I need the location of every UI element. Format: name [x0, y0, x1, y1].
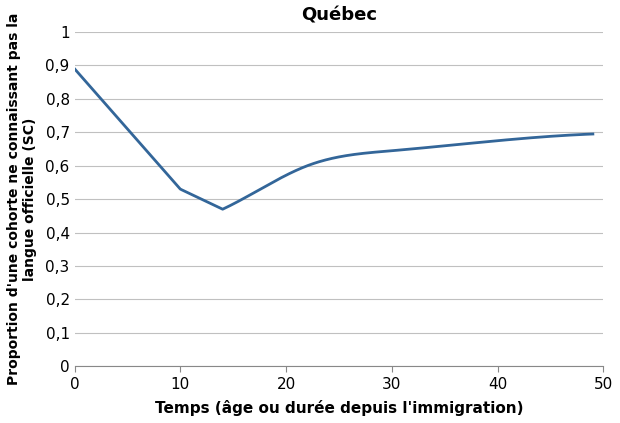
Y-axis label: Proportion d'une cohorte ne connaissant pas la
langue officielle (SC): Proportion d'une cohorte ne connaissant … — [7, 13, 37, 385]
X-axis label: Temps (âge ou durée depuis l'immigration): Temps (âge ou durée depuis l'immigration… — [155, 400, 523, 416]
Title: Québec: Québec — [301, 7, 377, 25]
